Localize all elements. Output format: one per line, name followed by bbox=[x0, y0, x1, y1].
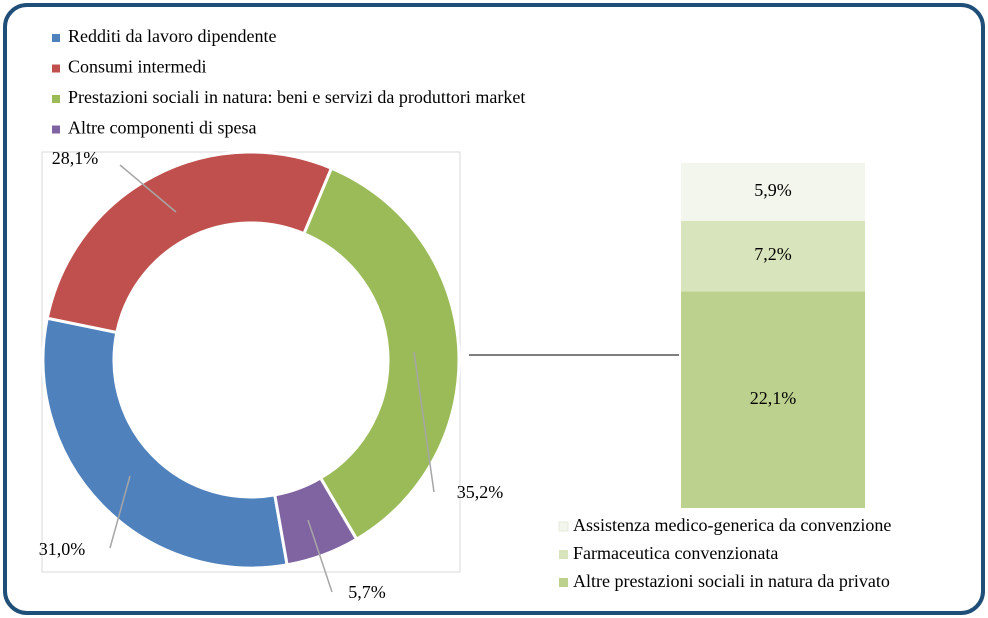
leader-line bbox=[119, 164, 177, 213]
bar-segment bbox=[681, 291, 865, 508]
legend-swatch bbox=[558, 521, 569, 532]
data-label: 22,1% bbox=[750, 388, 797, 408]
legend-swatch bbox=[52, 64, 60, 73]
donut-slice bbox=[273, 475, 359, 567]
donut-slice bbox=[302, 166, 461, 542]
legend-swatch bbox=[559, 578, 568, 587]
legend-swatch bbox=[559, 550, 568, 559]
legend-swatch bbox=[52, 34, 60, 42]
legend-label: Assistenza medico-generica da convenzion… bbox=[573, 515, 891, 535]
data-label: 35,2% bbox=[457, 482, 504, 502]
legend-label: Farmaceutica convenzionata bbox=[573, 543, 778, 563]
legend-label: Altre prestazioni sociali in natura da p… bbox=[573, 571, 890, 591]
legend-label: Redditi da lavoro dipendente bbox=[68, 26, 276, 46]
leader-line bbox=[413, 351, 435, 493]
data-label: 7,2% bbox=[754, 244, 792, 264]
bar-segment bbox=[681, 220, 865, 292]
donut-slice bbox=[45, 150, 334, 335]
leader-line bbox=[307, 519, 333, 593]
legend-swatch bbox=[52, 95, 60, 103]
legend-label: Altre componenti di spesa bbox=[68, 118, 256, 138]
leader-line bbox=[109, 475, 131, 549]
donut-slice bbox=[41, 316, 289, 570]
legend-label: Consumi intermedi bbox=[68, 57, 207, 77]
legend-label: Prestazioni sociali in natura: beni e se… bbox=[68, 87, 525, 107]
data-label: 5,7% bbox=[348, 582, 386, 602]
bar-segment bbox=[681, 163, 865, 221]
data-label: 28,1% bbox=[52, 148, 99, 168]
legend-swatch bbox=[52, 125, 60, 134]
data-label: 31,0% bbox=[39, 539, 86, 559]
data-label: 5,9% bbox=[754, 180, 792, 200]
